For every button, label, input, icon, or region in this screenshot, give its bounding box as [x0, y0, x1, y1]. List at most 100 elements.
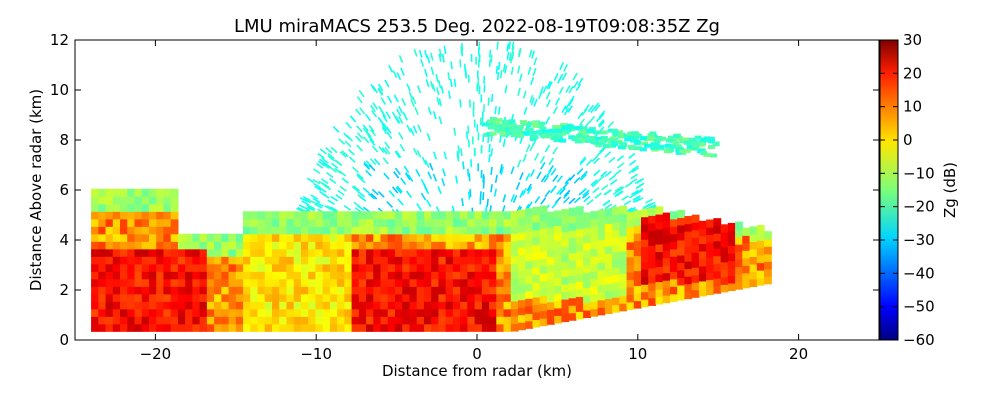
- cloud-cell: [510, 240, 519, 250]
- cloud-cell: [438, 256, 447, 265]
- cloud-cell: [286, 226, 295, 235]
- cloud-cell: [170, 316, 179, 325]
- cloud-cell: [134, 218, 143, 227]
- cloud-cell: [206, 256, 215, 265]
- cloud-cell: [112, 323, 121, 332]
- cloud-cell: [279, 233, 288, 242]
- cloud-cell: [148, 263, 157, 272]
- noise-dash: [604, 189, 612, 196]
- upper-layer-cell: [522, 131, 530, 136]
- x-tick-label: −20: [140, 345, 172, 363]
- noise-dash: [579, 187, 587, 195]
- cloud-cell: [177, 286, 186, 295]
- cloud-cell: [764, 238, 772, 247]
- cloud-cell: [431, 241, 440, 250]
- noise-dash: [400, 67, 405, 76]
- cloud-cell: [148, 241, 157, 250]
- cloud-cell: [366, 323, 374, 332]
- cloud-cell: [279, 293, 288, 302]
- cloud-cell: [438, 286, 447, 295]
- cloud-cell: [496, 233, 505, 242]
- cloud-cell: [250, 278, 259, 287]
- cloud-cell: [300, 241, 309, 250]
- y-tick-label: 10: [50, 81, 69, 99]
- noise-dash: [356, 172, 364, 180]
- noise-dash: [417, 124, 422, 133]
- cloud-cell: [250, 308, 259, 317]
- noise-dash: [519, 172, 524, 181]
- cloud-cell: [539, 295, 548, 304]
- cloud-cell: [554, 247, 563, 256]
- noise-dash: [459, 59, 462, 68]
- noise-dash: [410, 98, 415, 107]
- cloud-cell: [358, 271, 367, 280]
- cloud-cell: [250, 233, 259, 242]
- colorbar-tick-label: 0: [903, 131, 913, 149]
- cloud-cell: [691, 244, 700, 253]
- noise-dash: [467, 125, 470, 134]
- noise-dash: [489, 49, 492, 58]
- noise-dash: [383, 172, 390, 180]
- cloud-cell: [720, 284, 729, 293]
- cloud-cell: [243, 323, 251, 332]
- cloud-cell: [641, 261, 649, 270]
- noise-dash: [494, 174, 498, 183]
- cloud-cell: [177, 241, 186, 250]
- cloud-cell: [416, 233, 425, 242]
- upper-layer-cell: [504, 124, 512, 129]
- cloud-cell: [612, 267, 620, 276]
- cloud-cell: [141, 211, 150, 220]
- cloud-cell: [235, 263, 244, 272]
- cloud-cell: [98, 241, 107, 250]
- cloud-cell: [409, 256, 418, 265]
- cloud-cell: [206, 278, 215, 287]
- cloud-cell: [120, 256, 128, 265]
- cloud-cell: [148, 226, 157, 235]
- cloud-cell: [633, 300, 642, 309]
- cloud-cell: [315, 256, 324, 265]
- upper-layer-cell: [675, 150, 683, 155]
- cloud-cell: [105, 286, 114, 295]
- cloud-cell: [698, 288, 707, 297]
- noise-dash: [568, 174, 576, 182]
- cloud-cell: [329, 293, 338, 302]
- upper-layer-cell: [683, 148, 691, 153]
- noise-dash: [324, 204, 332, 211]
- cloud-cell: [206, 316, 215, 325]
- cloud-cell: [394, 308, 403, 317]
- cloud-cell: [300, 308, 309, 317]
- upper-layer-cell: [545, 132, 553, 137]
- noise-dash: [540, 174, 547, 183]
- cloud-cell: [742, 265, 751, 274]
- cloud-cell: [300, 263, 309, 272]
- cloud-cell: [141, 286, 150, 295]
- cloud-cell: [264, 263, 273, 272]
- cloud-cell: [474, 248, 483, 257]
- cloud-cell: [727, 222, 736, 232]
- noise-dash: [459, 99, 462, 108]
- cloud-cell: [452, 316, 461, 325]
- cloud-cell: [691, 222, 700, 231]
- cloud-cell: [351, 241, 360, 250]
- cloud-cell: [105, 271, 114, 280]
- cloud-cell: [518, 277, 526, 286]
- cloud-cell: [271, 316, 280, 325]
- noise-dash: [561, 105, 567, 114]
- cloud-cell: [583, 227, 591, 236]
- cloud-cell: [91, 196, 99, 205]
- cloud-cell: [590, 293, 599, 302]
- cloud-cell: [612, 237, 620, 246]
- cloud-cell: [271, 211, 280, 220]
- noise-dash: [612, 189, 621, 196]
- cloud-cell: [221, 233, 230, 242]
- noise-dash: [597, 119, 605, 127]
- cloud-cell: [141, 233, 150, 242]
- cloud-cell: [619, 303, 628, 312]
- cloud-cell: [467, 323, 476, 332]
- cloud-cell: [235, 301, 244, 310]
- cloud-cell: [452, 293, 461, 302]
- noise-dash: [328, 178, 337, 184]
- noise-dash: [420, 192, 427, 201]
- cloud-cell: [286, 316, 295, 325]
- cloud-cell: [112, 286, 121, 295]
